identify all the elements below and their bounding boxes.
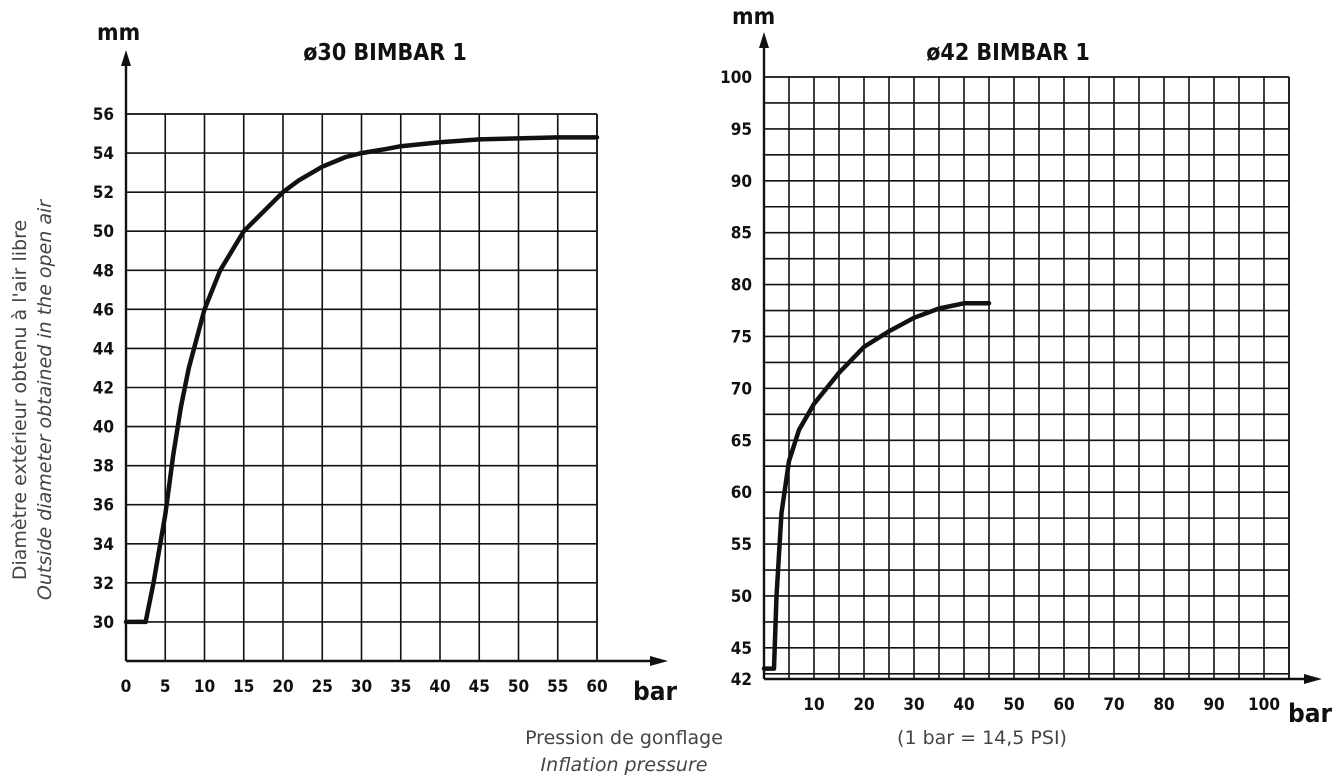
right-y-tick-label: 90: [731, 172, 752, 192]
right-x-axis-arrow: [1304, 674, 1322, 684]
right-y-tick-label: 70: [731, 379, 752, 399]
right-x-unit: bar: [1288, 699, 1333, 729]
right-ticks: 10 20 30 40 50 60 70 80 90 100 42 45 50 55 60 65 70 75 80 8…: [720, 68, 1280, 715]
right-y-tick-label: 50: [731, 587, 752, 607]
left-x-tick-label: 50: [508, 677, 529, 697]
right-x-tick-label: 100: [1248, 695, 1280, 715]
right-y-tick-label: 55: [731, 535, 752, 555]
left-x-tick-label: 55: [547, 677, 568, 697]
left-ticks: 0 5 10 15 20 25 30 35 40 45 50 55 60 30 32 34 36 38 40 42 44…: [93, 105, 608, 697]
left-y-tick-label: 36: [93, 496, 114, 516]
left-x-tick-label: 40: [429, 677, 450, 697]
right-y-tick-label: 75: [731, 327, 752, 347]
right-x-tick-label: 60: [1053, 695, 1074, 715]
right-chart-title: ø42 BIMBAR 1: [926, 40, 1090, 66]
y-axis-caption-en: Outside diameter obtained in the open ai…: [34, 199, 56, 600]
left-y-tick-label: 32: [93, 574, 114, 594]
x-axis-caption-fr: Pression de gonflage: [525, 727, 723, 749]
chart-left: 0 5 10 15 20 25 30 35 40 45 50 55 60 30 32 34 36 38 40 42 44…: [93, 20, 678, 707]
left-x-tick-label: 45: [469, 677, 490, 697]
right-x-tick-label: 50: [1003, 695, 1024, 715]
left-y-tick-label: 34: [93, 535, 114, 555]
left-x-tick-label: 0: [121, 677, 132, 697]
right-x-tick-label: 70: [1103, 695, 1124, 715]
left-x-tick-label: 60: [586, 677, 607, 697]
left-y-tick-label: 54: [93, 144, 114, 164]
left-y-tick-label: 40: [93, 418, 114, 438]
right-y-tick-label: 100: [720, 68, 752, 88]
left-x-tick-label: 30: [351, 677, 372, 697]
left-y-tick-label: 56: [93, 105, 114, 125]
right-y-tick-label: 85: [731, 224, 752, 244]
left-y-axis-arrow: [121, 50, 131, 66]
right-x-tick-label: 40: [953, 695, 974, 715]
right-y-axis-arrow: [759, 32, 769, 48]
left-grid: [126, 113, 598, 661]
left-y-tick-label: 38: [93, 457, 114, 477]
left-y-tick-label: 42: [93, 379, 114, 399]
left-x-tick-label: 10: [194, 677, 215, 697]
left-y-tick-label: 52: [93, 183, 114, 203]
right-x-tick-label: 30: [903, 695, 924, 715]
left-y-tick-label: 30: [93, 613, 114, 633]
right-y-tick-label: 95: [731, 120, 752, 140]
left-y-tick-label: 46: [93, 300, 114, 320]
x-axis-caption-en: Inflation pressure: [541, 754, 708, 776]
right-x-tick-label: 80: [1153, 695, 1174, 715]
left-x-axis-arrow: [650, 656, 668, 666]
left-y-tick-label: 50: [93, 222, 114, 242]
left-axes: [121, 50, 668, 666]
conversion-note: (1 bar = 14,5 PSI): [897, 727, 1067, 749]
right-series-line: [761, 301, 992, 671]
left-x-unit: bar: [633, 677, 678, 707]
right-axes: [759, 32, 1322, 684]
right-y-tick-label: 80: [731, 276, 752, 296]
right-y-tick-label: 60: [731, 483, 752, 503]
right-x-tick-label: 10: [803, 695, 824, 715]
left-y-tick-label: 44: [93, 339, 114, 359]
left-series-line: [123, 135, 600, 625]
right-y-tick-label: 65: [731, 431, 752, 451]
left-x-tick-label: 25: [312, 677, 333, 697]
left-x-tick-label: 35: [390, 677, 411, 697]
chart-right: 10 20 30 40 50 60 70 80 90 100 42 45 50 55 60 65 70 75 80 8…: [720, 4, 1332, 729]
left-y-unit: mm: [97, 20, 140, 46]
right-y-tick-label: 42: [731, 670, 752, 690]
left-x-tick-label: 5: [160, 677, 171, 697]
right-x-tick-label: 90: [1203, 695, 1224, 715]
left-y-tick-label: 48: [93, 261, 114, 281]
right-y-tick-label: 45: [731, 639, 752, 659]
left-x-tick-label: 15: [233, 677, 254, 697]
right-x-tick-label: 20: [853, 695, 874, 715]
left-chart-title: ø30 BIMBAR 1: [303, 40, 467, 66]
y-axis-caption-fr: Diamètre extérieur obtenu à l'air libre: [9, 220, 31, 580]
right-y-unit: mm: [732, 4, 775, 30]
right-grid: [764, 76, 1290, 679]
left-x-tick-label: 20: [272, 677, 293, 697]
